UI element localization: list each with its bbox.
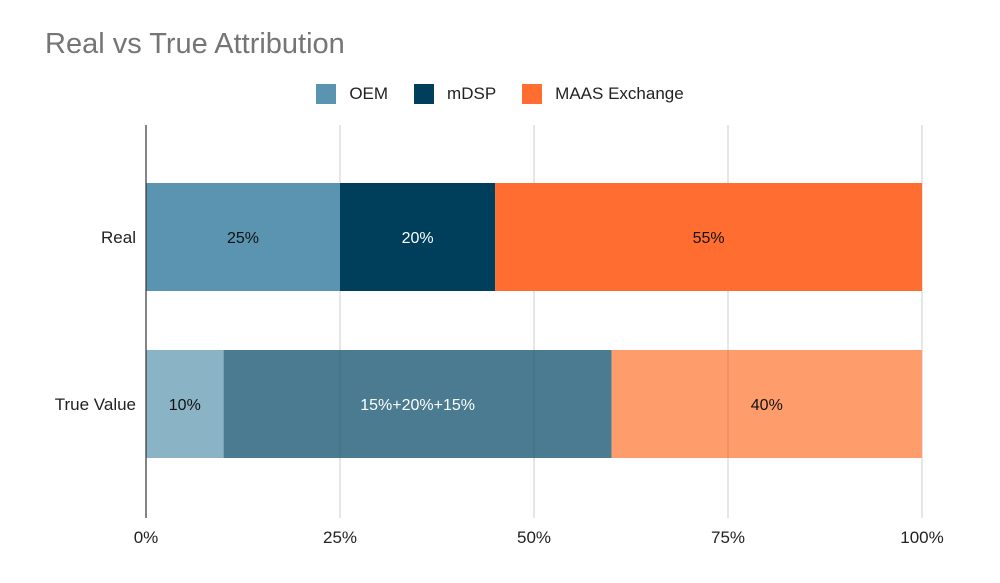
real-data-label-1: 20% [402, 230, 434, 247]
legend-label-maas-exchange: MAAS Exchange [555, 84, 684, 103]
category-label-0: Real [101, 228, 136, 247]
legend-swatch-maas-exchange [522, 84, 543, 104]
real-bar-0 [146, 183, 340, 291]
chart-title: Real vs True Attribution [45, 28, 345, 60]
x-tick-label-100: 100% [900, 528, 943, 547]
real-bar-1 [340, 183, 496, 291]
real-data-label-2: 55% [693, 230, 725, 247]
legend-swatch-mdsp [414, 84, 435, 104]
chart-legend: OEM mDSP MAAS Exchange [0, 84, 1000, 104]
true-value-data-label-2: 40% [751, 397, 783, 414]
legend-item-mdsp: mDSP [414, 84, 496, 104]
x-tick-label-25: 25% [323, 528, 357, 547]
legend-item-maas-exchange: MAAS Exchange [522, 84, 684, 104]
true-value-bar-1 [223, 350, 612, 458]
true-value-bar-0 [146, 350, 224, 458]
true-value-data-label-0: 10% [169, 397, 201, 414]
legend-label-mdsp: mDSP [447, 84, 497, 103]
true-value-data-label-1: 15%+20%+15% [360, 397, 475, 414]
legend-item-oem: OEM [316, 84, 388, 104]
category-label-1: True Value [55, 395, 136, 414]
x-tick-label-0: 0% [134, 528, 159, 547]
real-bar-2 [495, 183, 922, 291]
x-tick-label-75: 75% [711, 528, 745, 547]
legend-label-oem: OEM [349, 84, 389, 103]
true-value-bar-2 [611, 350, 922, 458]
x-tick-label-50: 50% [517, 528, 551, 547]
legend-swatch-oem [316, 84, 337, 104]
real-data-label-0: 25% [227, 230, 259, 247]
